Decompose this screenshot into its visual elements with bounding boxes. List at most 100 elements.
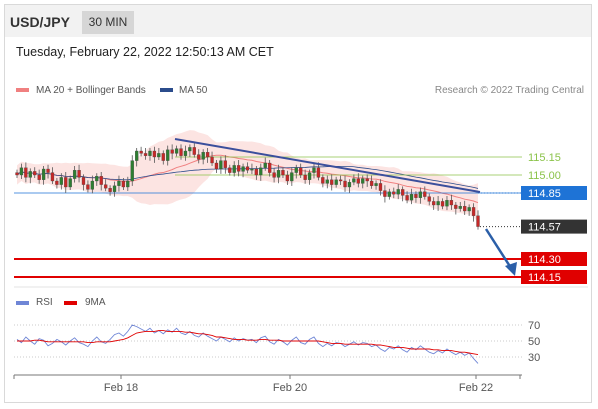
candle-body (365, 178, 369, 182)
candle-body (33, 171, 37, 176)
downtrend-line (174, 138, 481, 193)
candle-body (135, 150, 139, 161)
candle-body (192, 147, 196, 155)
candle-body (409, 194, 414, 201)
legend-ma50-swatch (160, 88, 173, 92)
candle-body (378, 183, 383, 191)
candle-body (330, 179, 334, 185)
currency-pair-title: USD/JPY (10, 14, 70, 30)
rsi-level-30-label: 30 (528, 352, 540, 364)
candle-body (321, 177, 325, 184)
candle-body (396, 189, 400, 195)
candle-body (418, 191, 423, 198)
candle-body (236, 165, 241, 172)
candle-body (148, 150, 152, 156)
candle-body (179, 148, 183, 156)
level-114-15-box (521, 270, 587, 284)
candle-body (130, 160, 134, 182)
candle-body (254, 168, 259, 176)
candle-body (108, 188, 112, 192)
candle-body (19, 167, 24, 176)
header-bar: USD/JPY 30 MIN (5, 5, 591, 37)
candle-body (37, 174, 41, 180)
candle-body (245, 166, 250, 171)
candle-body (307, 172, 312, 180)
candle-body (59, 177, 63, 185)
candle-body (15, 172, 19, 176)
candle-body (338, 179, 343, 182)
timestamp: Tuesday, February 22, 2022 12:50:13 AM C… (16, 45, 274, 59)
candle-body (214, 162, 219, 170)
candle-body (64, 177, 68, 188)
x-tick-label: Feb 20 (273, 382, 307, 394)
candle-body (467, 207, 471, 212)
candle-body (343, 180, 347, 188)
level-115-15-label: 115.15 (528, 152, 561, 164)
candle-body (400, 189, 405, 196)
candle-body (104, 184, 108, 189)
candle-body (197, 154, 201, 160)
candle-body (369, 180, 374, 186)
candle-body (95, 176, 99, 182)
level-115-00-label: 115.00 (528, 170, 561, 182)
candle-body (223, 160, 227, 168)
candle-body (126, 180, 130, 188)
bollinger-band-fill (17, 130, 478, 223)
candle-body (423, 191, 427, 197)
rsi-9ma-line (17, 330, 479, 356)
legend-ma50-label: MA 50 (179, 85, 208, 96)
legend-rsi-swatch (16, 301, 29, 305)
candle-body (471, 207, 476, 216)
candle-body (90, 180, 95, 190)
x-tick-label: Feb 18 (104, 382, 138, 394)
legend-9ma-label: 9MA (85, 297, 106, 308)
candle-body (161, 153, 165, 161)
candle-body (352, 178, 356, 183)
projection-arrow-line (484, 228, 513, 269)
candle-body (259, 167, 263, 176)
level-114-57-box (521, 219, 587, 234)
candle-body (356, 178, 360, 184)
candle-body (440, 201, 445, 207)
candle-body (383, 190, 387, 197)
rsi-level-70-label: 70 (528, 320, 540, 332)
candle-body (121, 180, 126, 188)
candle-body (72, 170, 77, 179)
candle-body (188, 147, 192, 152)
candle-body (392, 191, 396, 195)
candle-body (232, 165, 236, 173)
candle-body (427, 196, 431, 202)
candle-body (414, 194, 418, 198)
level-114-85-box (521, 186, 587, 200)
candle-body (174, 148, 179, 154)
candle-body (312, 167, 316, 173)
candle-body (55, 180, 59, 185)
candle-body (183, 150, 188, 156)
candle-body (449, 200, 454, 206)
candle-body (152, 150, 157, 158)
candle-body (285, 174, 290, 182)
candle-body (210, 156, 214, 164)
candle-body (241, 166, 245, 172)
level-114-85-label: 114.85 (528, 188, 561, 200)
candle-body (263, 162, 267, 168)
x-tick-label: Feb 22 (459, 382, 493, 394)
legend-ma20-label: MA 20 + Bollinger Bands (36, 85, 146, 96)
research-credit: Research © 2022 Trading Central (434, 85, 584, 96)
candle-body (46, 168, 50, 173)
candle-body (405, 195, 409, 201)
candle-body (281, 170, 285, 176)
candle-body (361, 178, 365, 184)
candle-body (41, 168, 46, 180)
candle-body (325, 179, 329, 184)
projection-arrow-head (505, 262, 517, 276)
rsi-line (16, 324, 479, 364)
candle-body (316, 167, 321, 178)
level-114-30-box (521, 252, 587, 266)
candle-body (68, 178, 72, 188)
timeframe-button[interactable]: 30 MIN (82, 11, 134, 34)
candle-body (219, 160, 223, 170)
candle-body (24, 167, 28, 178)
legend-rsi-label: RSI (36, 297, 53, 308)
